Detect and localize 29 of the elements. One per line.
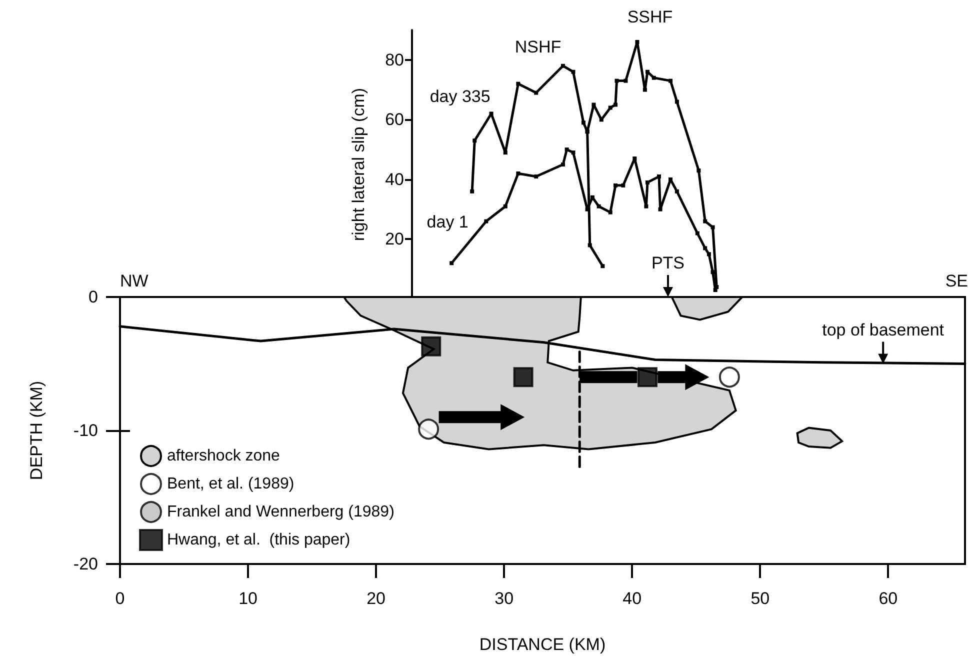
x-tick-label: 60 <box>878 589 898 608</box>
legend-label: Hwang, et al. (this paper) <box>167 532 350 548</box>
y-tick-label: -20 <box>73 554 98 574</box>
y-axis-title: right lateral slip (cm) <box>349 88 368 242</box>
series-label: day 335 <box>430 86 490 106</box>
y-axis-title: DEPTH (KM) <box>27 380 46 480</box>
x-tick-label: 50 <box>750 589 770 608</box>
text: SSHF <box>627 8 673 26</box>
x-axis-title: DISTANCE (KM) <box>479 635 606 654</box>
y-tick-label: -10 <box>73 421 98 440</box>
series-label: day 1 <box>426 212 468 232</box>
legend-label: Bent, et al. (1989) <box>167 476 294 492</box>
x-tick-label: 40 <box>622 589 642 608</box>
annotation: PTS <box>651 254 684 272</box>
x-tick-label: 30 <box>494 589 514 608</box>
y-tick-label: 0 <box>88 288 98 306</box>
annotation: SE <box>945 272 968 290</box>
legend-label: aftershock zone <box>167 448 280 464</box>
annotation: NW <box>120 272 148 290</box>
x-tick-label: 0 <box>115 589 125 608</box>
y-tick-label: 60 <box>385 110 404 130</box>
y-tick-label: 80 <box>385 50 404 70</box>
y-tick-label: 20 <box>385 230 404 249</box>
y-tick-label: 40 <box>385 170 404 189</box>
legend-label: Frankel and Wennerberg (1989) <box>167 504 394 520</box>
x-tick-label: 20 <box>366 589 386 608</box>
annotation: NSHF <box>514 38 562 56</box>
annotation: top of basement <box>822 320 944 340</box>
x-tick-label: 10 <box>238 589 258 608</box>
